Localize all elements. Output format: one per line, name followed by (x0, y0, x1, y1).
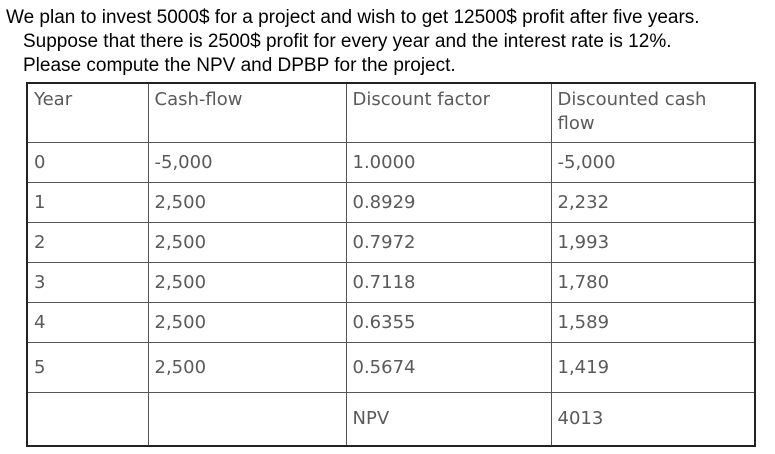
cell-empty (147, 392, 347, 447)
cell-year: 5 (26, 342, 149, 393)
table-row: 2 2,500 0.7972 1,993 (26, 222, 756, 263)
cell-discount-factor: 0.8929 (345, 182, 552, 223)
table-row: 3 2,500 0.7118 1,780 (26, 262, 756, 303)
cell-discounted-cash-flow: 1,589 (550, 302, 756, 343)
cell-year: 3 (26, 262, 149, 303)
cell-discounted-cash-flow: 2,232 (550, 182, 756, 223)
table-row: 1 2,500 0.8929 2,232 (26, 182, 756, 223)
cell-empty (26, 392, 149, 447)
table-row: 5 2,500 0.5674 1,419 (26, 342, 756, 393)
cell-discounted-cash-flow: 1,780 (550, 262, 756, 303)
cell-year: 4 (26, 302, 149, 343)
npv-label: NPV (345, 392, 552, 447)
problem-line-2: Suppose that there is 2500$ profit for e… (23, 31, 672, 52)
cell-discount-factor: 0.6355 (345, 302, 552, 343)
npv-row: NPV 4013 (26, 392, 756, 447)
problem-line-3: Please compute the NPV and DPBP for the … (23, 55, 456, 76)
table-row: 0 -5,000 1.0000 -5,000 (26, 142, 756, 183)
cell-discounted-cash-flow: 1,993 (550, 222, 756, 263)
problem-line-1: We plan to invest 5000$ for a project an… (6, 7, 700, 28)
cell-discount-factor: 0.7118 (345, 262, 552, 303)
cell-cash-flow: 2,500 (147, 302, 347, 343)
npv-table: Year Cash-flow Discount factor Discounte… (26, 82, 756, 447)
table-row: 4 2,500 0.6355 1,589 (26, 302, 756, 343)
header-row: Year Cash-flow Discount factor Discounte… (26, 82, 756, 143)
cell-discount-factor: 0.7972 (345, 222, 552, 263)
cell-discounted-cash-flow: -5,000 (550, 142, 756, 183)
cell-year: 2 (26, 222, 149, 263)
cell-cash-flow: -5,000 (147, 142, 347, 183)
cell-cash-flow: 2,500 (147, 182, 347, 223)
cell-discounted-cash-flow: 1,419 (550, 342, 756, 393)
cell-cash-flow: 2,500 (147, 262, 347, 303)
cell-discount-factor: 0.5674 (345, 342, 552, 393)
npv-value: 4013 (550, 392, 756, 447)
header-discounted-cash-flow: Discounted cash flow (550, 82, 756, 143)
cell-discount-factor: 1.0000 (345, 142, 552, 183)
cell-cash-flow: 2,500 (147, 342, 347, 393)
cell-year: 1 (26, 182, 149, 223)
header-year: Year (26, 82, 149, 143)
header-cash-flow: Cash-flow (147, 82, 347, 143)
problem-statement: We plan to invest 5000$ for a project an… (6, 6, 771, 78)
header-discount-factor: Discount factor (345, 82, 552, 143)
cell-year: 0 (26, 142, 149, 183)
cell-cash-flow: 2,500 (147, 222, 347, 263)
